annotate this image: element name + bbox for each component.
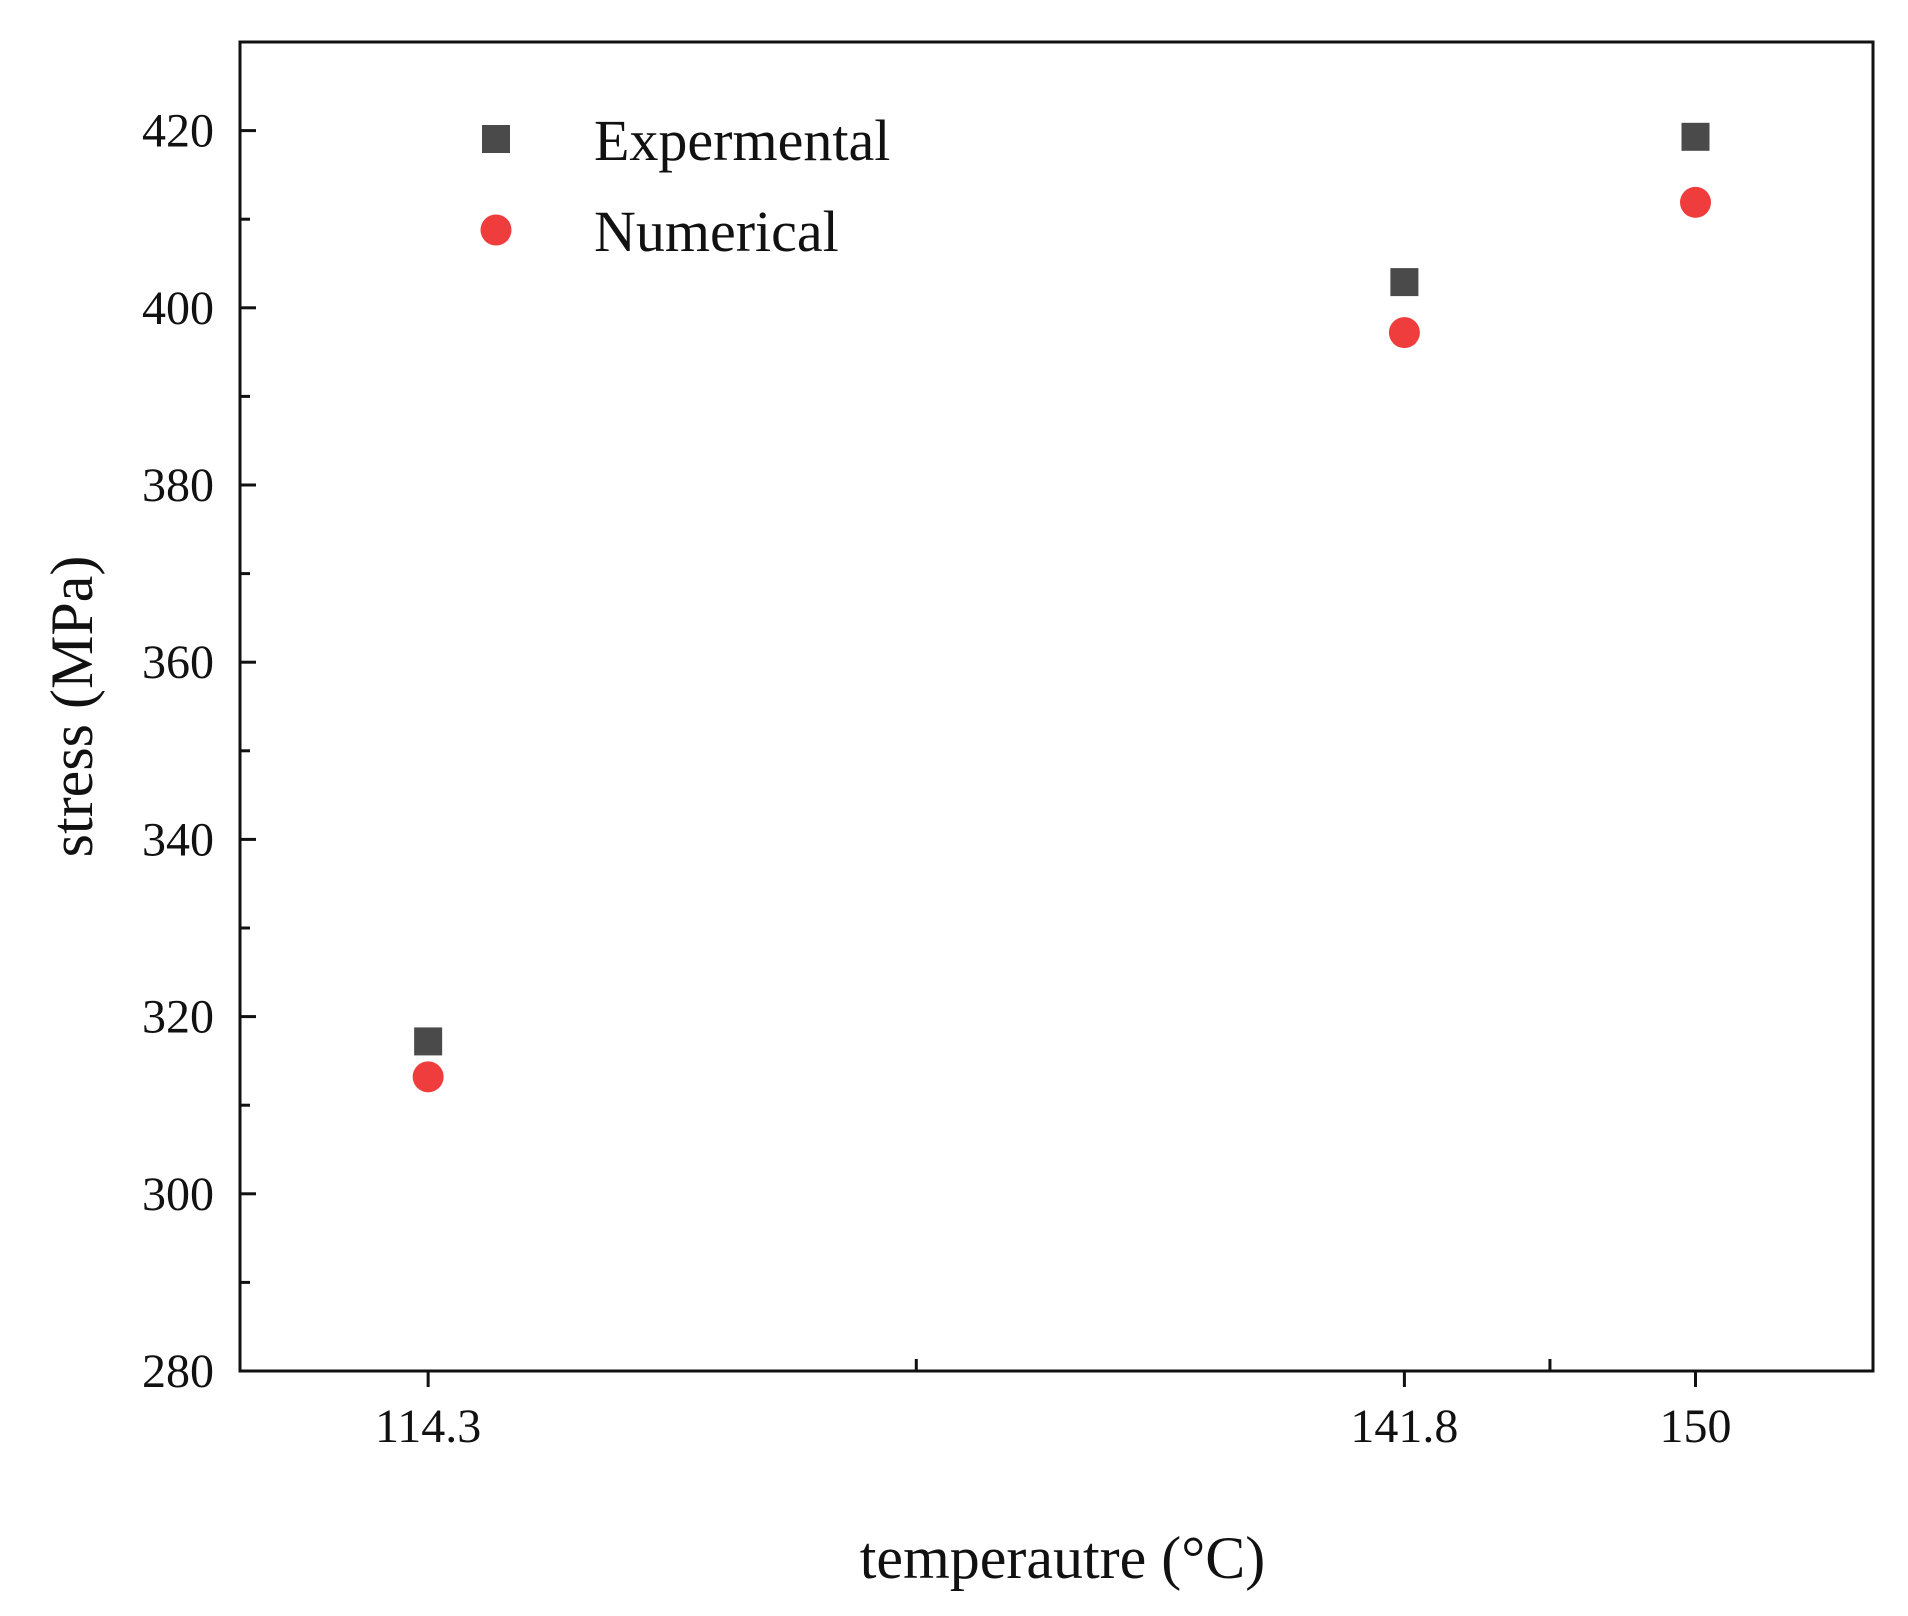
x-tick-label: 114.3 <box>375 1400 481 1453</box>
y-tick-label: 340 <box>142 813 214 866</box>
point-expermental <box>1390 268 1419 297</box>
y-axis: 280 300 320 340 360 380 400 420 <box>142 105 256 1398</box>
y-axis-title: stress (MPa) <box>39 556 105 858</box>
point-numerical <box>1388 317 1420 349</box>
x-tick-label: 150 <box>1660 1400 1732 1453</box>
point-expermental <box>1681 122 1710 151</box>
legend: Expermental Numerical <box>480 108 890 264</box>
point-numerical <box>412 1061 444 1093</box>
y-tick-label: 400 <box>142 282 214 335</box>
y-tick-label: 320 <box>142 991 214 1044</box>
y-tick-label: 360 <box>142 636 214 689</box>
x-axis-title: temperautre (°C) <box>860 1525 1265 1591</box>
point-expermental <box>414 1027 443 1056</box>
legend-marker-expermental <box>482 125 510 153</box>
legend-marker-numerical <box>480 214 512 246</box>
x-tick-label: 141.8 <box>1350 1400 1458 1453</box>
point-numerical <box>1680 186 1711 218</box>
legend-label-numerical: Numerical <box>594 199 839 264</box>
x-axis: 114.3 141.8 150 <box>375 1359 1732 1453</box>
legend-label-expermental: Expermental <box>594 108 890 173</box>
y-tick-label: 280 <box>142 1345 214 1398</box>
y-tick-label: 380 <box>142 459 214 512</box>
plot-area <box>238 40 1875 1373</box>
y-tick-label: 300 <box>142 1168 214 1221</box>
y-tick-label: 420 <box>142 105 214 158</box>
plot-frame <box>238 40 1875 1373</box>
data-points <box>412 122 1711 1093</box>
